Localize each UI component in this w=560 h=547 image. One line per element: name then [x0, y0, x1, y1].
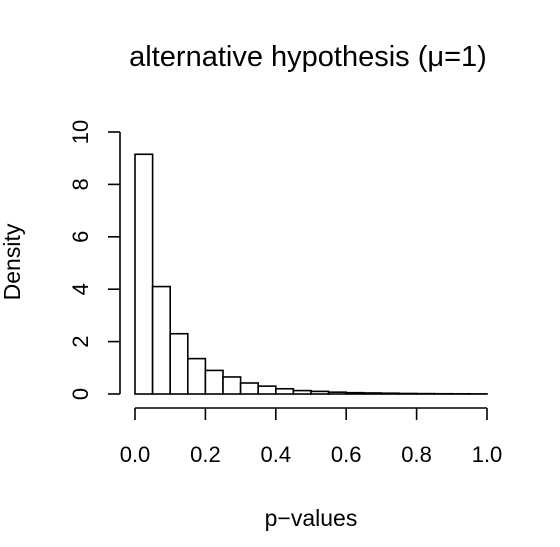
histogram-bar: [362, 392, 383, 395]
histogram-bar: [187, 357, 207, 395]
histogram-bar: [151, 285, 172, 395]
histogram-bar: [274, 387, 295, 395]
x-axis: 0.0 0.2 0.4 0.6 0.8 1.0: [120, 407, 503, 467]
x-tick-label: 0.2: [190, 442, 221, 467]
histogram-bar: [222, 376, 242, 395]
y-tick-label: 4: [68, 283, 93, 295]
y-tick-label: 8: [68, 178, 93, 190]
x-tick-label: 0.6: [331, 442, 362, 467]
x-tick-label: 0.8: [401, 442, 432, 467]
x-tick-label: 1.0: [472, 442, 503, 467]
y-axis: 0 2 4 6 8 10: [68, 120, 121, 400]
x-tick-label: 0.0: [120, 442, 151, 467]
y-tick-label: 0: [68, 388, 93, 400]
histogram-bar: [169, 332, 189, 395]
x-axis-label: p−values: [265, 505, 358, 531]
histogram-bar: [310, 390, 330, 395]
histogram-bar: [380, 392, 400, 395]
histogram-bar: [292, 389, 312, 395]
chart-title: alternative hypothesis (μ=1): [129, 41, 487, 73]
histogram-bar: [398, 392, 418, 395]
histogram-bars: [134, 153, 488, 395]
histogram-bar: [327, 391, 348, 395]
histogram-bar: [239, 382, 260, 395]
histogram-bar: [204, 369, 224, 395]
y-tick-label: 10: [68, 120, 93, 144]
x-tick-label: 0.4: [261, 442, 292, 467]
histogram-bar: [134, 153, 154, 395]
y-tick-label: 2: [68, 335, 93, 347]
y-tick-label: 6: [68, 231, 93, 243]
y-axis-label: Density: [0, 223, 25, 300]
histogram-bar: [345, 391, 365, 395]
histogram-bar: [257, 385, 277, 395]
